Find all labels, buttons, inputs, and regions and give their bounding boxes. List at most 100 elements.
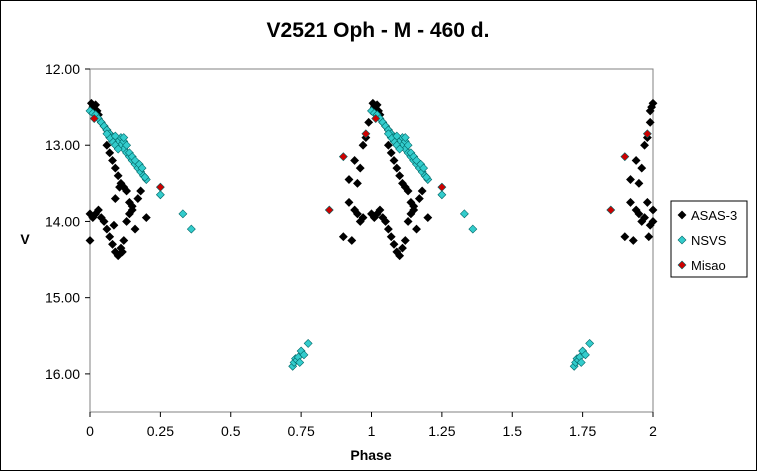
data-point xyxy=(412,224,421,234)
data-point xyxy=(648,98,658,108)
y-tick-label: 15.00 xyxy=(45,290,80,306)
data-point xyxy=(130,224,140,234)
data-point xyxy=(105,232,115,242)
data-point xyxy=(585,338,595,348)
x-axis: 0 0.25 0.5 0.75 1 1.25 1.5 1.75 2 xyxy=(86,412,657,439)
data-point xyxy=(122,186,132,196)
data-point xyxy=(400,133,410,143)
y-tick-label: 14.00 xyxy=(45,213,80,229)
data-point xyxy=(94,205,103,215)
data-point xyxy=(119,133,129,143)
data-point xyxy=(375,205,385,215)
plot-area xyxy=(89,68,654,413)
x-tick-label: 1.75 xyxy=(569,423,596,439)
legend-label: ASAS-3 xyxy=(691,208,737,223)
data-point xyxy=(403,140,413,150)
data-point xyxy=(644,232,654,242)
data-point xyxy=(389,239,399,249)
data-point xyxy=(119,236,129,245)
data-point xyxy=(109,220,119,230)
data-point xyxy=(361,129,371,139)
data-point xyxy=(358,213,368,223)
data-point xyxy=(389,156,399,165)
data-points xyxy=(85,98,658,371)
data-point xyxy=(303,338,313,348)
data-point xyxy=(113,171,123,181)
data-point xyxy=(392,163,402,173)
data-point xyxy=(295,358,305,367)
y-tick-label: 13.00 xyxy=(45,137,80,153)
data-point xyxy=(642,129,652,139)
x-tick-label: 0.75 xyxy=(288,423,315,439)
data-point xyxy=(626,197,635,207)
data-point xyxy=(140,172,150,182)
x-tick-label: 1.5 xyxy=(503,423,523,439)
data-point xyxy=(127,205,137,215)
data-point xyxy=(640,140,649,150)
data-point xyxy=(395,171,405,181)
data-point xyxy=(99,217,109,226)
series-nsvs xyxy=(85,106,595,371)
x-tick-label: 0.25 xyxy=(147,423,174,439)
data-point xyxy=(645,106,655,116)
data-point xyxy=(110,194,120,204)
data-point xyxy=(631,156,641,165)
data-point xyxy=(117,247,127,257)
data-point xyxy=(155,190,165,200)
data-point xyxy=(392,131,402,141)
data-point xyxy=(648,205,658,215)
data-point xyxy=(338,152,348,162)
data-point xyxy=(606,205,616,215)
data-point xyxy=(400,236,410,245)
legend-marker xyxy=(677,260,687,270)
data-point xyxy=(620,232,630,242)
data-point xyxy=(137,163,147,173)
data-point xyxy=(395,144,405,154)
data-point xyxy=(102,129,112,139)
data-point xyxy=(645,117,655,127)
data-point xyxy=(409,205,419,215)
x-tick-label: 0 xyxy=(86,423,94,439)
legend: ASAS-3 NSVS Misao xyxy=(670,200,748,278)
data-point xyxy=(89,114,99,123)
y-axis-label: V xyxy=(20,231,30,247)
data-point xyxy=(637,163,647,173)
series-misao xyxy=(89,114,652,215)
data-point xyxy=(350,156,360,165)
data-point xyxy=(113,144,123,154)
legend-marker xyxy=(677,235,687,245)
x-tick-label: 2 xyxy=(649,423,657,439)
x-tick-label: 1 xyxy=(368,423,376,439)
chart-title: V2521 Oph - M - 460 d. xyxy=(267,19,490,42)
data-point xyxy=(414,194,424,204)
y-axis: 12.00 13.00 14.00 15.00 16.00 xyxy=(45,61,90,382)
data-point xyxy=(344,175,354,184)
data-point xyxy=(122,217,132,226)
data-point xyxy=(398,243,407,253)
data-point xyxy=(628,236,638,245)
data-point xyxy=(381,217,390,226)
data-point xyxy=(383,129,393,139)
data-point xyxy=(634,178,644,188)
data-point xyxy=(403,186,413,196)
data-point xyxy=(324,205,334,215)
data-point xyxy=(459,209,469,219)
x-tick-label: 1.25 xyxy=(428,423,455,439)
data-point xyxy=(141,213,151,223)
data-point xyxy=(403,217,413,226)
data-point xyxy=(634,209,644,219)
data-point xyxy=(421,172,431,182)
data-point xyxy=(364,117,374,127)
data-point xyxy=(423,213,433,223)
data-point xyxy=(353,209,362,219)
data-point xyxy=(338,232,348,242)
data-point xyxy=(642,197,652,207)
data-point xyxy=(186,224,196,234)
data-point xyxy=(386,148,396,158)
data-point xyxy=(645,220,655,230)
data-point xyxy=(136,186,146,196)
y-tick-label: 16.00 xyxy=(45,366,80,382)
data-point xyxy=(110,163,120,173)
